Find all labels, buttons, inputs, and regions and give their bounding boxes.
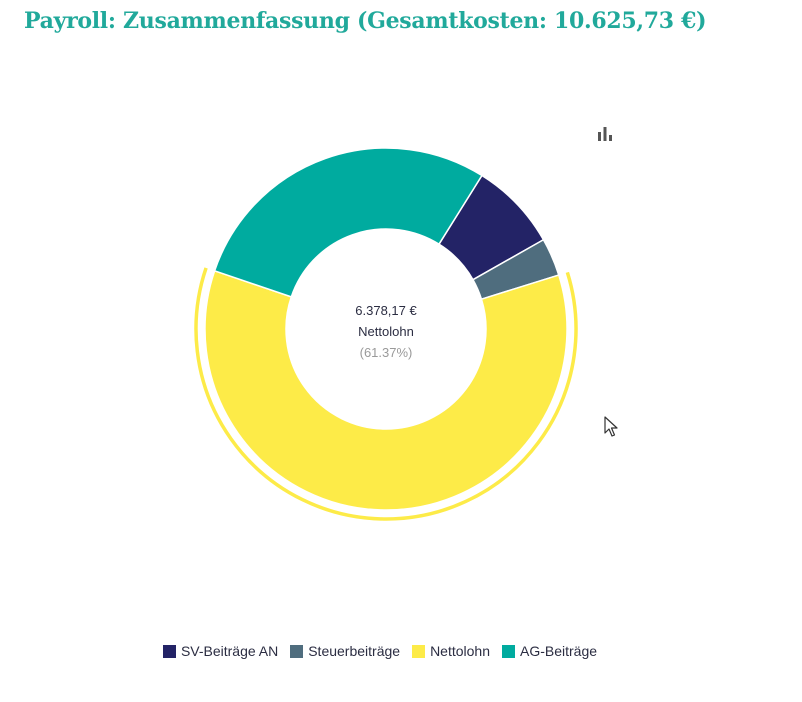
legend-label: Nettolohn (430, 643, 490, 659)
legend-item-steuerbeitr-ge[interactable]: Steuerbeiträge (290, 643, 400, 659)
legend-swatch (502, 644, 515, 658)
legend-label: AG-Beiträge (520, 643, 598, 659)
legend-swatch (412, 644, 426, 658)
legend-swatch (162, 644, 176, 658)
mouse-pointer-icon (604, 416, 618, 437)
legend-swatch (290, 644, 304, 658)
slice-nettolohn[interactable] (204, 269, 568, 511)
legend-item-sv-beitr-ge-an[interactable]: SV-Beiträge AN (162, 643, 279, 659)
center-name: Nettolohn (358, 324, 414, 339)
page-title: Payroll: Zusammenfassung (Gesamtkosten: … (24, 8, 707, 34)
center-percent: (61.37%) (359, 345, 413, 360)
legend: SV-Beiträge AN Steuerbeiträge Nettolohn AG-… (0, 643, 760, 659)
legend-label: Steuerbeiträge (308, 643, 401, 659)
highlight-ring (194, 267, 578, 521)
legend-item-ag-beitr-ge[interactable]: AG-Beiträge (502, 643, 597, 659)
legend-label: SV-Beiträge AN (180, 643, 279, 659)
legend-item-nettolohn[interactable]: Nettolohn (412, 643, 490, 659)
center-label: 6.378,17 € Nettolohn (61.37%) (326, 300, 446, 363)
bar-chart-icon[interactable] (596, 125, 614, 143)
center-value: 6.378,17 € (355, 303, 417, 318)
slice-ag-beitr-ge[interactable] (213, 147, 483, 298)
